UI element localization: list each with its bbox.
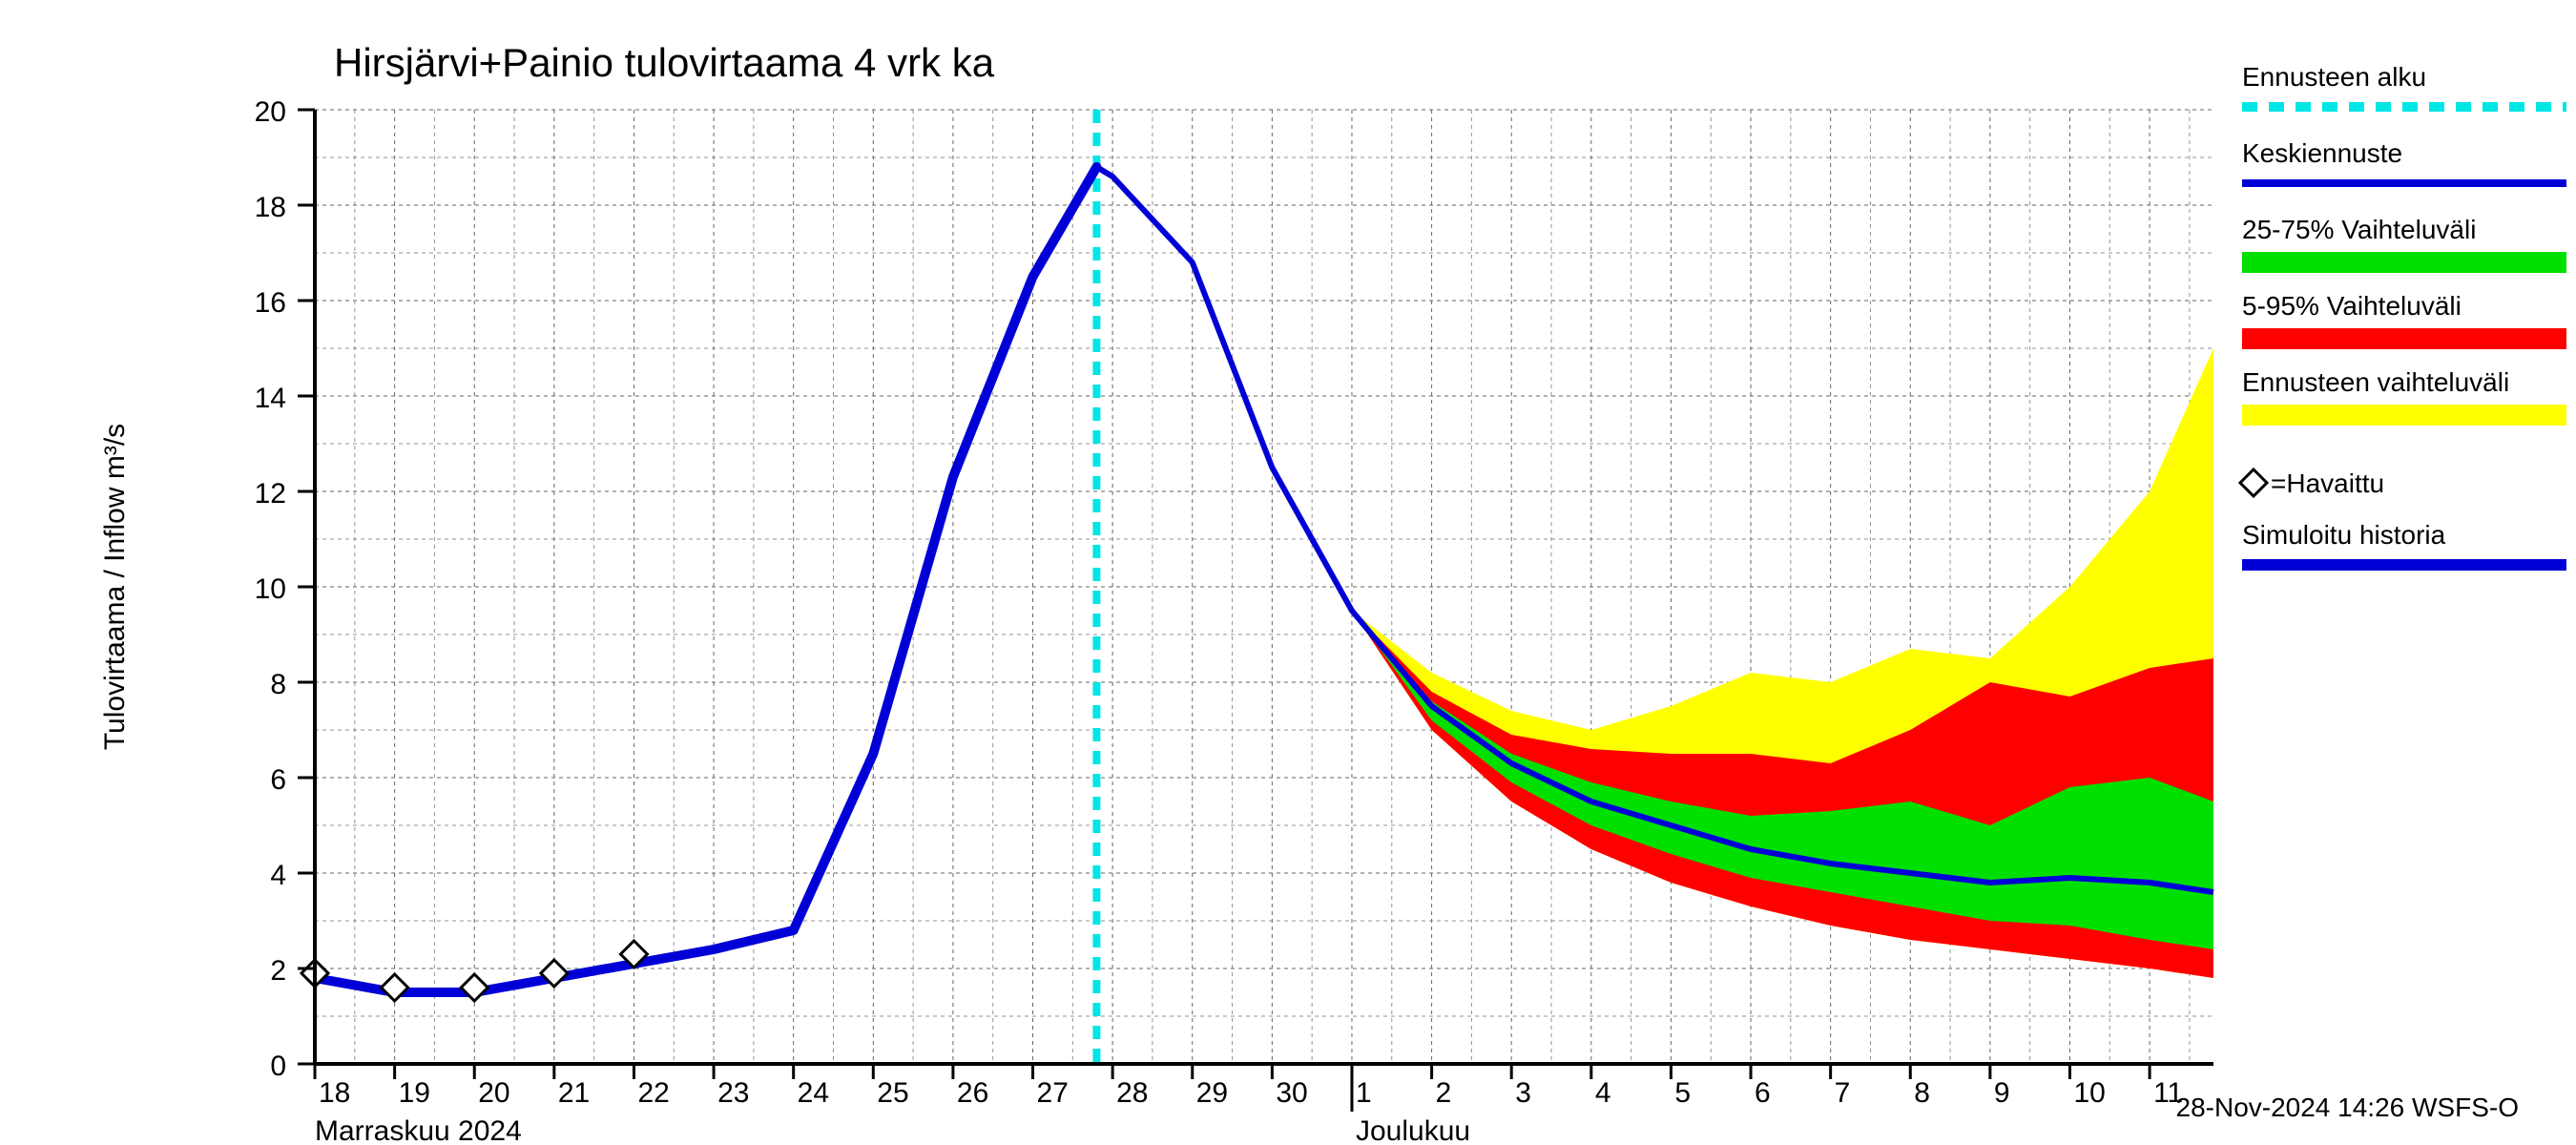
- y-tick-label: 4: [270, 860, 286, 891]
- legend-label: Keskiennuste: [2242, 138, 2402, 168]
- y-tick-label: 6: [270, 764, 286, 796]
- legend-label: 25-75% Vaihteluväli: [2242, 215, 2476, 244]
- legend-label: Ennusteen vaihteluväli: [2242, 367, 2509, 397]
- y-tick-label: 18: [255, 192, 286, 223]
- month-label-fi-1: Marraskuu 2024: [315, 1115, 522, 1145]
- x-tick-label: 21: [558, 1077, 590, 1109]
- x-tick-label: 1: [1356, 1077, 1372, 1109]
- x-tick-label: 5: [1674, 1077, 1691, 1109]
- x-tick-label: 29: [1196, 1077, 1228, 1109]
- x-tick-label: 22: [637, 1077, 669, 1109]
- y-axis-label: Tulovirtaama / Inflow m³/s: [99, 424, 131, 750]
- legend-label: 5-95% Vaihteluväli: [2242, 291, 2462, 321]
- x-tick-label: 30: [1276, 1077, 1307, 1109]
- x-tick-label: 28: [1116, 1077, 1148, 1109]
- x-tick-label: 19: [399, 1077, 430, 1109]
- y-tick-label: 2: [270, 955, 286, 987]
- y-tick-label: 12: [255, 478, 286, 510]
- x-tick-label: 7: [1835, 1077, 1851, 1109]
- y-tick-label: 16: [255, 287, 286, 319]
- y-tick-label: 20: [255, 96, 286, 128]
- x-tick-label: 10: [2073, 1077, 2105, 1109]
- legend-label: Ennusteen alku: [2242, 62, 2426, 92]
- y-tick-label: 14: [255, 383, 286, 414]
- x-tick-label: 23: [717, 1077, 749, 1109]
- legend-label: Simuloitu historia: [2242, 520, 2446, 550]
- x-tick-label: 9: [1994, 1077, 2010, 1109]
- x-tick-label: 27: [1037, 1077, 1069, 1109]
- y-tick-label: 10: [255, 573, 286, 605]
- x-tick-label: 24: [798, 1077, 829, 1109]
- x-tick-label: 8: [1914, 1077, 1930, 1109]
- x-tick-label: 20: [478, 1077, 509, 1109]
- x-tick-label: 25: [877, 1077, 908, 1109]
- x-tick-label: 4: [1595, 1077, 1611, 1109]
- x-tick-label: 3: [1515, 1077, 1531, 1109]
- chart-title: Hirsjärvi+Painio tulovirtaama 4 vrk ka: [334, 40, 995, 85]
- month-label-fi-2: Joulukuu: [1356, 1115, 1470, 1145]
- legend-label: =Havaittu: [2271, 468, 2384, 498]
- chart-container: 0246810121416182018192021222324252627282…: [0, 0, 2576, 1145]
- x-tick-label: 26: [957, 1077, 988, 1109]
- chart-footer: 28-Nov-2024 14:26 WSFS-O: [2176, 1093, 2520, 1122]
- x-tick-label: 18: [319, 1077, 350, 1109]
- x-tick-label: 6: [1755, 1077, 1771, 1109]
- x-tick-label: 2: [1436, 1077, 1452, 1109]
- y-tick-label: 8: [270, 669, 286, 700]
- y-tick-label: 0: [270, 1051, 286, 1082]
- inflow-forecast-chart: 0246810121416182018192021222324252627282…: [0, 0, 2576, 1145]
